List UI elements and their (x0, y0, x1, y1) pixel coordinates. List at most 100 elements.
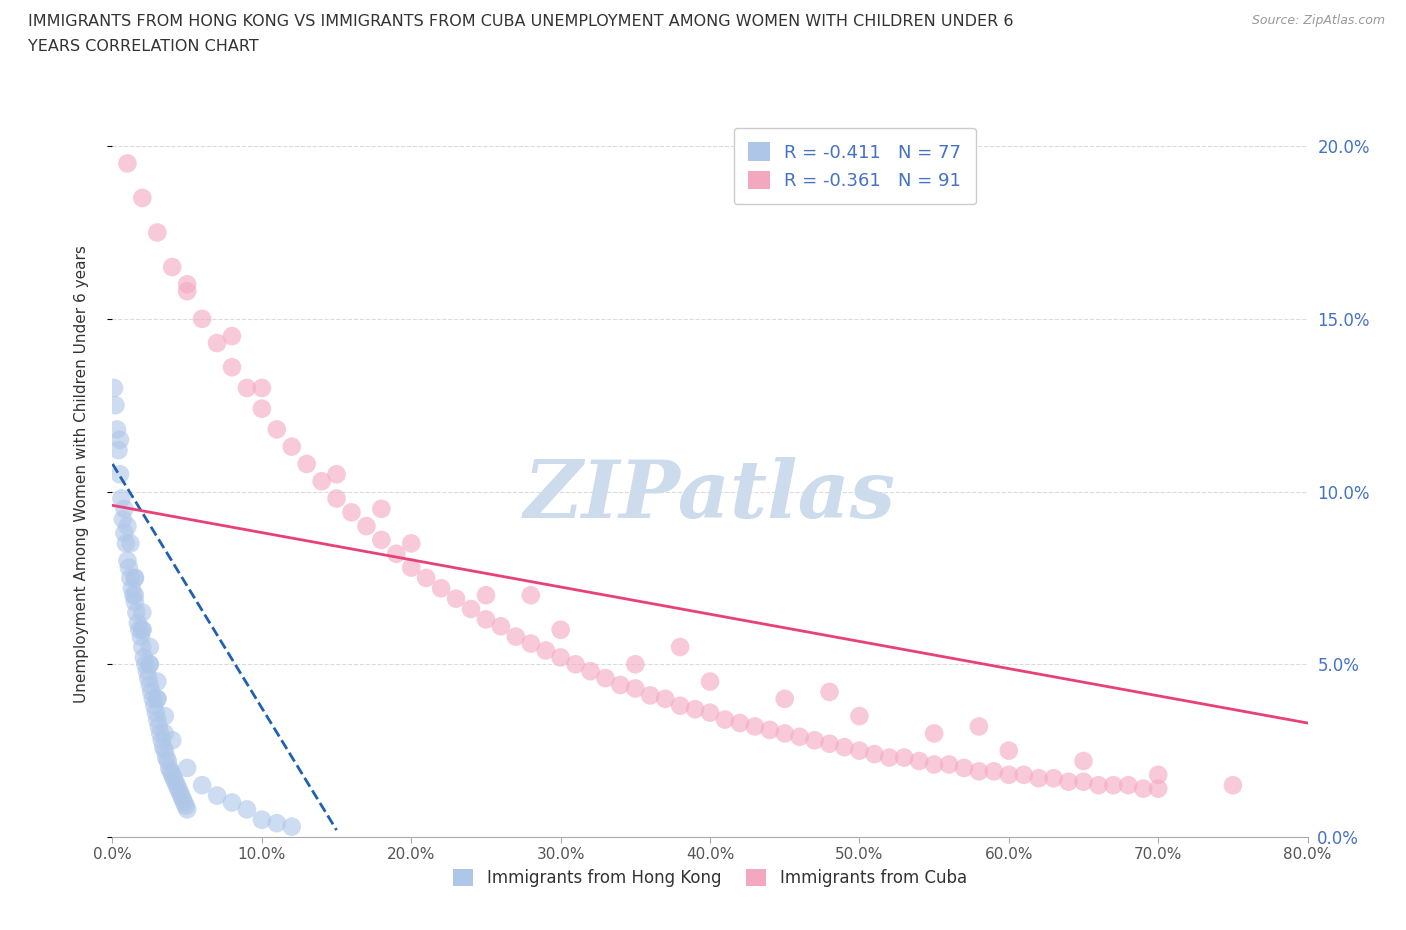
Point (176, 802, 198, 817)
Point (191, 312, 214, 326)
Point (155, 751, 177, 765)
Point (728, 715, 751, 730)
Point (129, 630, 152, 644)
Point (153, 726, 176, 741)
Point (683, 702, 706, 717)
Y-axis label: Unemployment Among Women with Children Under 6 years: Unemployment Among Women with Children U… (75, 246, 89, 703)
Point (117, 156, 139, 171)
Text: Source: ZipAtlas.com: Source: ZipAtlas.com (1251, 14, 1385, 27)
Point (699, 674, 721, 689)
Point (174, 799, 197, 814)
Point (564, 657, 586, 671)
Point (325, 491, 347, 506)
Point (146, 691, 169, 706)
Point (153, 709, 176, 724)
Point (520, 588, 543, 603)
Point (744, 719, 766, 734)
Point (759, 723, 782, 737)
Point (505, 630, 527, 644)
Point (520, 636, 543, 651)
Point (166, 777, 188, 792)
Point (908, 753, 931, 768)
Point (157, 761, 180, 776)
Point (385, 546, 408, 561)
Point (1057, 775, 1080, 790)
Point (250, 380, 273, 395)
Point (124, 570, 146, 585)
Point (131, 605, 153, 620)
Point (221, 360, 243, 375)
Point (176, 761, 198, 776)
Point (131, 622, 153, 637)
Point (131, 622, 153, 637)
Point (281, 819, 304, 834)
Point (848, 709, 870, 724)
Point (550, 650, 572, 665)
Point (148, 719, 170, 734)
Point (131, 640, 153, 655)
Point (789, 729, 811, 744)
Point (205, 788, 228, 803)
Point (236, 802, 259, 817)
Point (699, 705, 721, 720)
Point (103, 380, 125, 395)
Point (128, 622, 150, 637)
Point (172, 791, 194, 806)
Point (176, 277, 198, 292)
Point (1028, 771, 1050, 786)
Point (998, 767, 1021, 782)
Point (124, 570, 146, 585)
Point (169, 785, 191, 800)
Point (609, 678, 631, 693)
Point (191, 777, 214, 792)
Point (953, 761, 976, 776)
Point (415, 570, 437, 585)
Point (401, 536, 423, 551)
Point (120, 570, 142, 585)
Point (162, 259, 183, 274)
Point (370, 501, 392, 516)
Point (250, 401, 273, 416)
Point (141, 684, 163, 699)
Point (1132, 781, 1154, 796)
Point (146, 712, 169, 727)
Text: ZIPatlas: ZIPatlas (524, 458, 896, 535)
Point (1222, 777, 1244, 792)
Point (114, 525, 135, 540)
Point (104, 398, 127, 413)
Point (669, 640, 692, 655)
Point (624, 657, 647, 671)
Point (146, 674, 169, 689)
Point (938, 757, 960, 772)
Point (579, 664, 602, 679)
Point (162, 767, 183, 782)
Point (107, 443, 129, 458)
Point (967, 764, 990, 778)
Point (108, 467, 131, 482)
Point (173, 795, 195, 810)
Point (967, 719, 990, 734)
Point (146, 225, 169, 240)
Text: YEARS CORRELATION CHART: YEARS CORRELATION CHART (28, 39, 259, 54)
Point (120, 536, 142, 551)
Point (340, 505, 363, 520)
Point (114, 501, 135, 516)
Point (1073, 753, 1095, 768)
Point (1147, 781, 1170, 796)
Point (489, 618, 512, 633)
Point (669, 698, 692, 713)
Point (325, 467, 347, 482)
Point (236, 380, 259, 395)
Point (125, 605, 148, 620)
Point (922, 757, 945, 772)
Point (475, 612, 498, 627)
Point (121, 581, 143, 596)
Point (281, 439, 304, 454)
Point (863, 747, 886, 762)
Point (167, 781, 190, 796)
Point (176, 284, 198, 299)
Point (266, 422, 288, 437)
Point (266, 816, 288, 830)
Point (139, 640, 162, 655)
Point (143, 698, 166, 713)
